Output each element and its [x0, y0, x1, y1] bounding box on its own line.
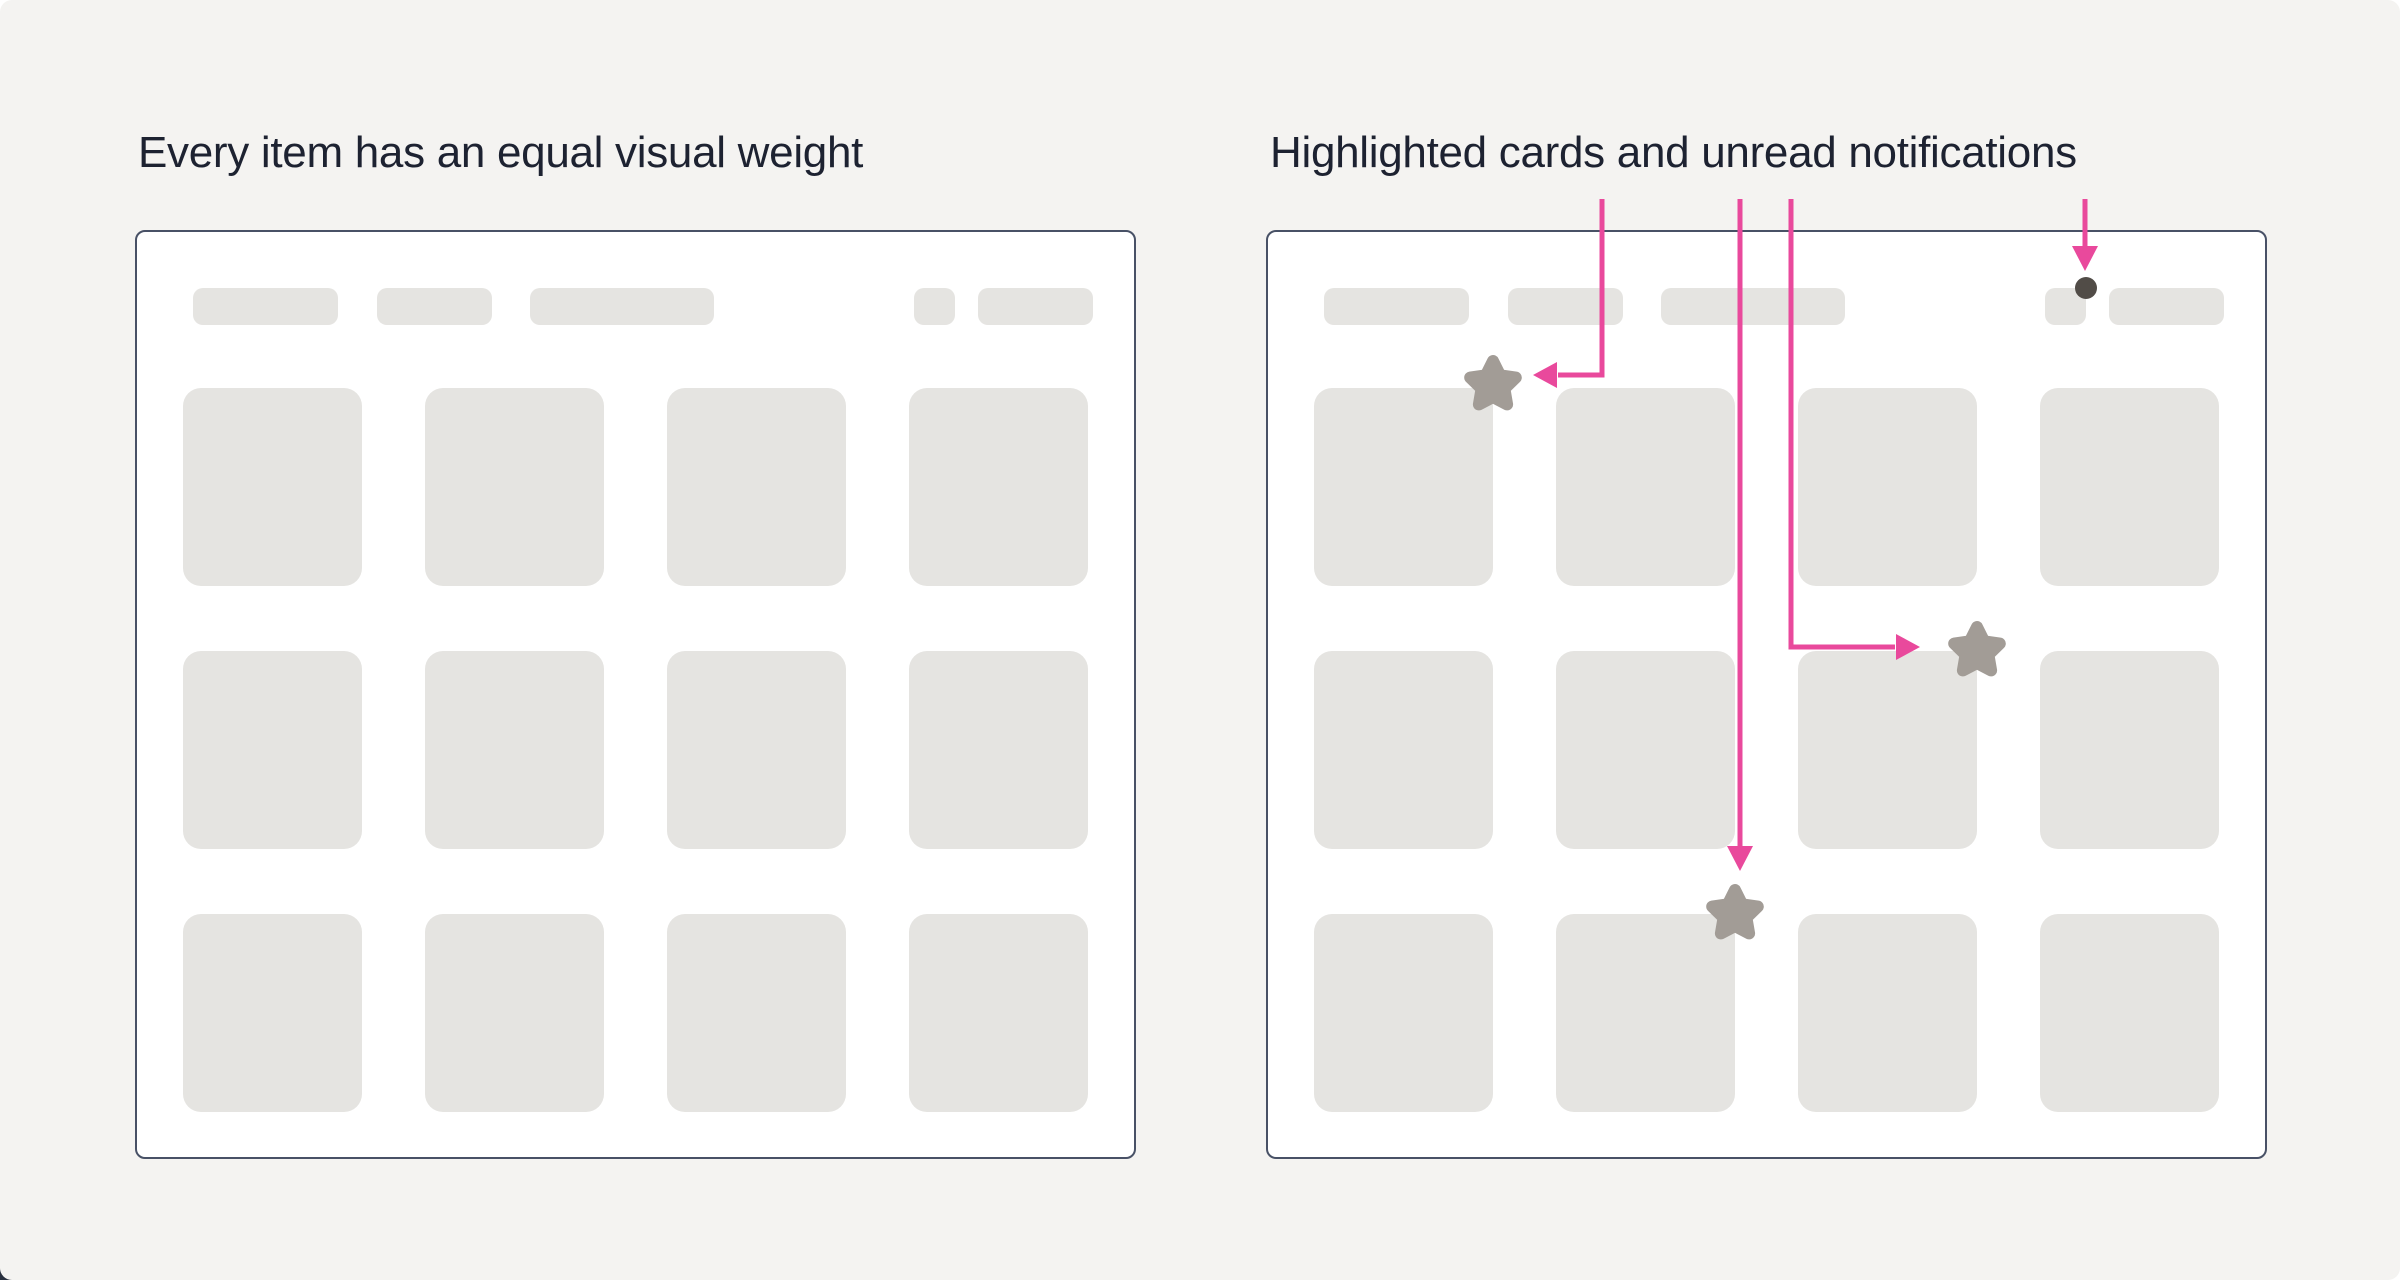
card-placeholder — [425, 651, 604, 849]
star-icon — [1464, 355, 1522, 411]
star-icon — [1948, 621, 2006, 677]
card-placeholder — [1556, 914, 1735, 1112]
card-placeholder — [2040, 651, 2219, 849]
navbar-pill — [530, 288, 714, 325]
card-placeholder — [909, 651, 1088, 849]
navbar-pill — [1661, 288, 1845, 325]
card-placeholder — [667, 651, 846, 849]
card-placeholder — [1314, 651, 1493, 849]
star-icon — [1706, 884, 1764, 940]
notification-dot-icon — [2075, 277, 2097, 299]
navbar-pill — [1324, 288, 1469, 325]
card-placeholder — [909, 914, 1088, 1112]
card-placeholder — [183, 914, 362, 1112]
card-placeholder — [1556, 388, 1735, 586]
navbar-pill — [377, 288, 492, 325]
navbar-pill — [1508, 288, 1623, 325]
wireframe-panel-highlighted — [1266, 230, 2267, 1159]
navbar-pill — [2109, 288, 2224, 325]
card-placeholder — [667, 914, 846, 1112]
card-placeholder — [183, 388, 362, 586]
card-placeholder — [1798, 388, 1977, 586]
card-placeholder — [183, 651, 362, 849]
card-placeholder — [667, 388, 846, 586]
card-placeholder — [425, 388, 604, 586]
card-placeholder — [2040, 914, 2219, 1112]
card-placeholder — [1314, 914, 1493, 1112]
navbar-small-pill — [914, 288, 955, 325]
card-placeholder — [1556, 651, 1735, 849]
card-placeholder — [425, 914, 604, 1112]
navbar-pill — [978, 288, 1093, 325]
card-placeholder — [1798, 914, 1977, 1112]
card-placeholder — [1314, 388, 1493, 586]
navbar-pill — [193, 288, 338, 325]
wireframe-panel-equal-weight — [135, 230, 1136, 1159]
right-figure-caption: Highlighted cards and unread notificatio… — [1270, 128, 2077, 177]
card-placeholder — [909, 388, 1088, 586]
left-figure-caption: Every item has an equal visual weight — [138, 128, 864, 177]
card-placeholder — [1798, 651, 1977, 849]
card-placeholder — [2040, 388, 2219, 586]
